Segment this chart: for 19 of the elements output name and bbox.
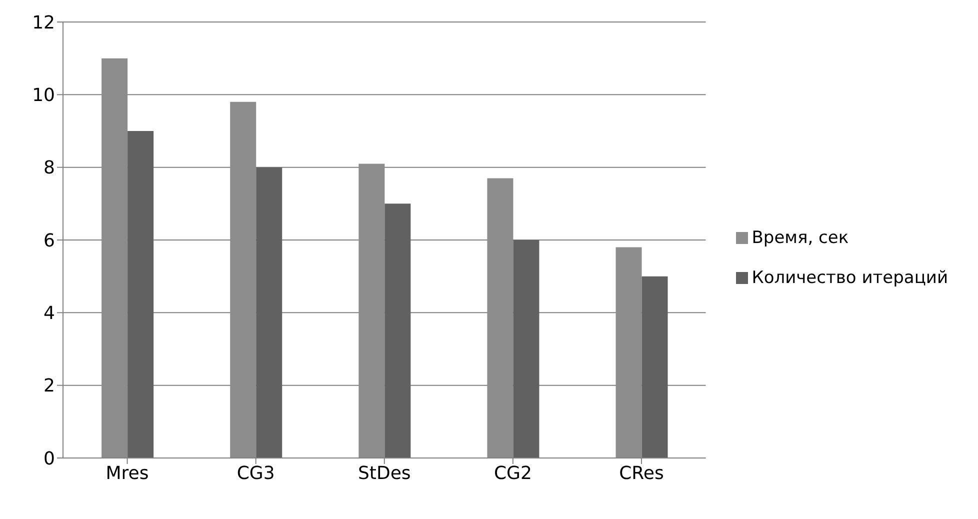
legend-label: Время, сек	[752, 228, 849, 248]
bar	[256, 167, 282, 458]
bar	[128, 131, 154, 458]
bar	[642, 276, 668, 458]
x-tick-label: Mres	[106, 462, 149, 484]
bar	[513, 240, 540, 458]
x-tick-label: CRes	[619, 462, 664, 484]
y-tick-label: 6	[44, 230, 55, 252]
legend-label: Количество итераций	[752, 268, 948, 288]
x-tick-label: CG2	[494, 462, 532, 484]
y-tick-label: 8	[44, 158, 55, 179]
x-tick-label: CG3	[236, 462, 275, 484]
x-tick-label: StDes	[358, 462, 411, 484]
y-tick-label: 0	[44, 448, 55, 470]
y-tick-label: 10	[32, 85, 55, 106]
y-tick-label: 2	[44, 376, 55, 397]
bar	[384, 204, 411, 458]
y-tick-label: 12	[32, 12, 55, 34]
y-tick-label: 4	[44, 303, 55, 324]
